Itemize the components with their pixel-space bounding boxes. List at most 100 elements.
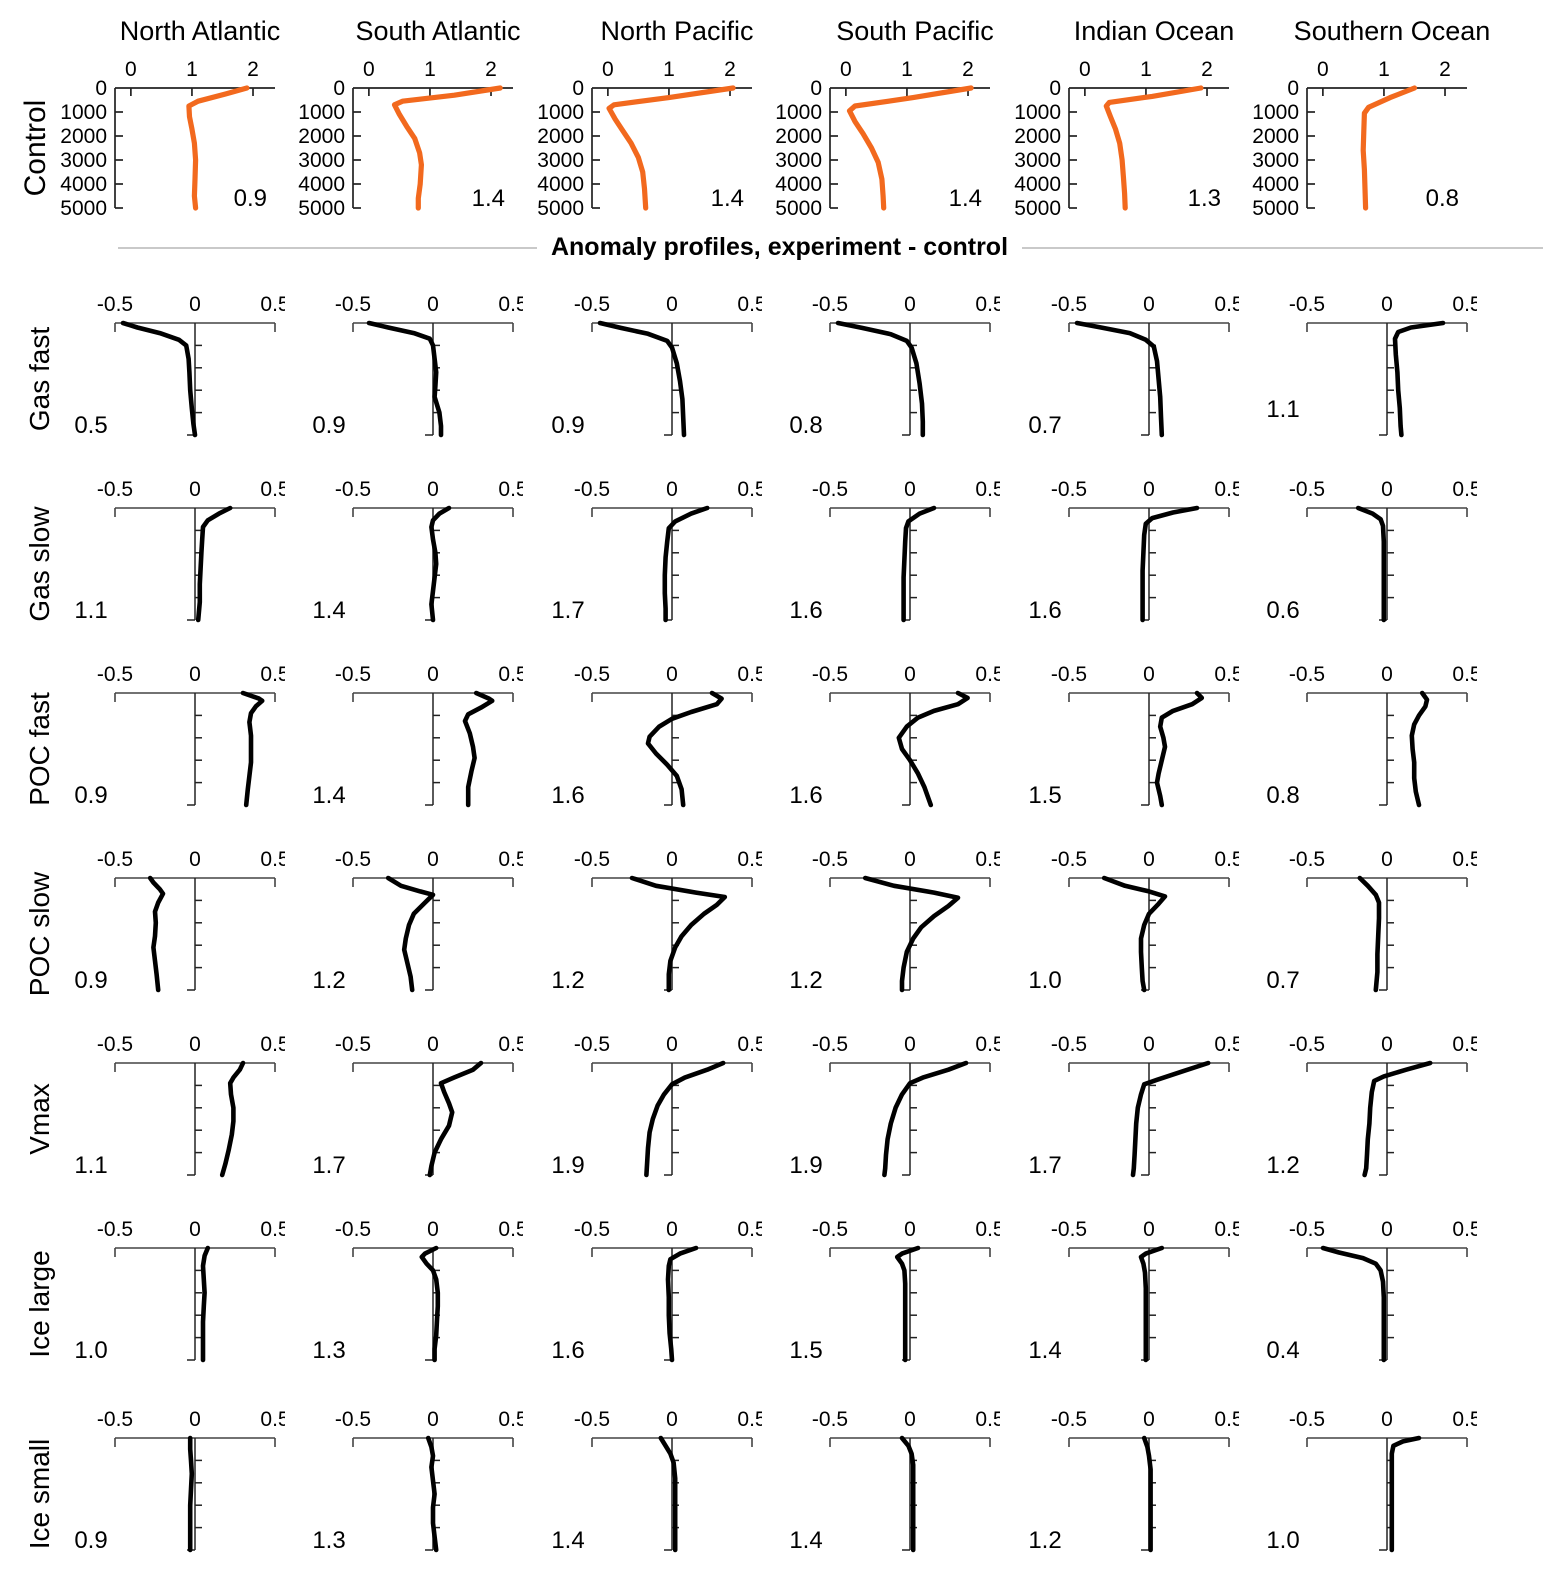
x-tick-label: 0.5 xyxy=(975,1033,1000,1056)
anomaly-annotation: 1.0 xyxy=(74,1337,107,1364)
x-tick-label: 0 xyxy=(1381,848,1393,871)
anomaly-profile-line xyxy=(896,690,970,808)
x-tick-label: 0 xyxy=(1143,848,1155,871)
x-tick-label: 0.5 xyxy=(1214,478,1239,501)
x-tick-label: 2 xyxy=(962,58,974,81)
anomaly-annotation: 1.1 xyxy=(1266,396,1299,423)
x-tick-label: 0.5 xyxy=(1214,1218,1239,1241)
anomaly-plot-gas-fast-south-atlantic: -0.5 0 0.5 0.9 xyxy=(312,293,523,439)
anomaly-plot-poc-slow-indian-ocean: -0.5 0 0.5 1.0 xyxy=(1028,848,1239,994)
y-tick-label: 0 xyxy=(333,77,345,100)
x-tick-label: 0 xyxy=(666,293,678,316)
column-title-north-pacific: North Pacific xyxy=(600,16,754,46)
anomaly-annotation: 1.6 xyxy=(789,597,822,624)
anomaly-annotation: 0.9 xyxy=(74,1527,107,1554)
row-label-ice-small: Ice small xyxy=(24,1438,55,1550)
y-tick-label: 2000 xyxy=(1014,125,1061,148)
x-tick-label: -0.5 xyxy=(1289,848,1325,871)
x-tick-label: 0.5 xyxy=(260,478,285,501)
anomaly-profile-line xyxy=(1357,875,1382,993)
x-tick-label: 0 xyxy=(904,663,916,686)
x-tick-label: 0 xyxy=(666,848,678,871)
anomaly-section-title: Anomaly profiles, experiment - control xyxy=(0,233,1559,262)
anomaly-annotation: 1.1 xyxy=(74,1152,107,1179)
x-tick-label: 0.5 xyxy=(498,1408,523,1431)
x-tick-label: 0.5 xyxy=(1214,848,1239,871)
x-tick-label: 0 xyxy=(1381,1033,1393,1056)
row-label-poc-fast: POC fast xyxy=(24,692,55,806)
x-tick-label: 0 xyxy=(427,293,439,316)
x-tick-label: 0.5 xyxy=(737,293,762,316)
anomaly-plot-ice-small-indian-ocean: -0.5 0 0.5 1.2 xyxy=(1028,1408,1239,1554)
x-tick-label: 0 xyxy=(427,478,439,501)
x-tick-label: -0.5 xyxy=(574,1408,610,1431)
x-tick-label: 2 xyxy=(724,58,736,81)
anomaly-annotation: 1.2 xyxy=(1266,1152,1299,1179)
x-tick-label: -0.5 xyxy=(812,293,848,316)
x-tick-label: 0 xyxy=(1381,1408,1393,1431)
x-tick-label: -0.5 xyxy=(335,1033,371,1056)
x-tick-label: 0 xyxy=(189,663,201,686)
x-tick-label: 0.5 xyxy=(975,848,1000,871)
anomaly-plot-ice-large-south-atlantic: -0.5 0 0.5 1.3 xyxy=(312,1218,523,1364)
x-tick-label: -0.5 xyxy=(335,848,371,871)
x-tick-label: 1 xyxy=(186,58,198,81)
x-tick-label: -0.5 xyxy=(97,478,133,501)
anomaly-profile-line xyxy=(1409,690,1430,808)
y-tick-label: 3000 xyxy=(1252,149,1299,172)
anomaly-annotation: 1.6 xyxy=(551,1337,584,1364)
anomaly-annotation: 1.9 xyxy=(551,1152,584,1179)
x-tick-label: 0 xyxy=(666,1033,678,1056)
anomaly-profile-line xyxy=(1138,1245,1165,1363)
y-tick-label: 0 xyxy=(1049,77,1061,100)
row-label-ice-large: Ice large xyxy=(24,1250,55,1358)
y-tick-label: 4000 xyxy=(298,173,345,196)
x-tick-label: 0.5 xyxy=(498,1218,523,1241)
anomaly-profile-line xyxy=(187,1435,195,1553)
anomaly-annotation: 1.1 xyxy=(74,597,107,624)
y-tick-label: 5000 xyxy=(60,197,107,220)
x-tick-label: -0.5 xyxy=(574,1218,610,1241)
y-tick-label: 2000 xyxy=(1252,125,1299,148)
anomaly-profile-line xyxy=(1074,320,1165,438)
anomaly-profile-line xyxy=(901,505,937,623)
x-tick-label: 0.5 xyxy=(260,1408,285,1431)
y-tick-label: 1000 xyxy=(1252,101,1299,124)
x-tick-label: 0.5 xyxy=(260,1033,285,1056)
anomaly-annotation: 1.4 xyxy=(312,597,345,624)
x-tick-label: 0 xyxy=(904,1033,916,1056)
anomaly-annotation: 1.2 xyxy=(551,967,584,994)
x-tick-label: 0 xyxy=(189,1218,201,1241)
anomaly-section-title-text: Anomaly profiles, experiment - control xyxy=(536,233,1023,261)
anomaly-profile-line xyxy=(1320,1245,1387,1363)
anomaly-plot-gas-slow-north-pacific: -0.5 0 0.5 1.7 xyxy=(551,478,762,624)
anomaly-profile-line xyxy=(240,690,265,808)
x-tick-label: 0.5 xyxy=(975,293,1000,316)
y-tick-label: 1000 xyxy=(298,101,345,124)
x-tick-label: 0.5 xyxy=(1452,1218,1477,1241)
x-tick-label: 2 xyxy=(247,58,259,81)
x-tick-label: -0.5 xyxy=(97,1033,133,1056)
anomaly-plot-poc-fast-indian-ocean: -0.5 0 0.5 1.5 xyxy=(1028,663,1239,809)
x-tick-label: 0 xyxy=(427,1033,439,1056)
x-tick-label: 0.5 xyxy=(260,1218,285,1241)
anomaly-plot-gas-fast-north-atlantic: -0.5 0 0.5 0.5 xyxy=(74,293,285,439)
anomaly-plot-gas-fast-indian-ocean: -0.5 0 0.5 0.7 xyxy=(1028,293,1239,439)
row-label-gas-fast: Gas fast xyxy=(24,326,55,432)
y-tick-label: 1000 xyxy=(1014,101,1061,124)
anomaly-profile-line xyxy=(899,1435,916,1553)
y-tick-label: 5000 xyxy=(537,197,584,220)
y-tick-label: 5000 xyxy=(1252,197,1299,220)
anomaly-profile-line xyxy=(658,1435,678,1553)
anomaly-profile-line xyxy=(200,1245,211,1363)
anomaly-profile-line xyxy=(425,1435,439,1553)
anomaly-profile-line xyxy=(1392,320,1446,438)
anomaly-plot-gas-fast-south-pacific: -0.5 0 0.5 0.8 xyxy=(789,293,1000,439)
x-tick-label: 0 xyxy=(427,1218,439,1241)
anomaly-profile-line xyxy=(665,1245,699,1363)
anomaly-profile-line xyxy=(1362,1060,1433,1178)
x-tick-label: -0.5 xyxy=(812,478,848,501)
